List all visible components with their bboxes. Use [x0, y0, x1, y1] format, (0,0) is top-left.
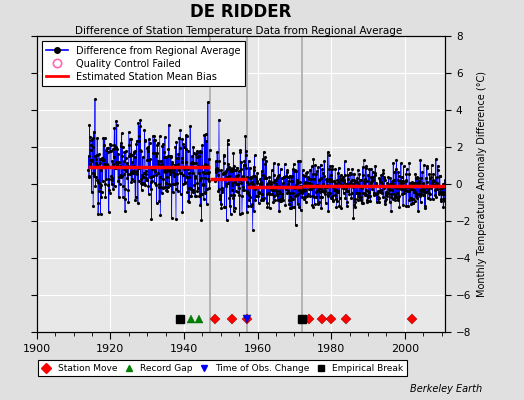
Title: DE RIDDER: DE RIDDER	[190, 2, 292, 20]
Y-axis label: Monthly Temperature Anomaly Difference (°C): Monthly Temperature Anomaly Difference (…	[477, 71, 487, 297]
Text: Berkeley Earth: Berkeley Earth	[410, 384, 482, 394]
Text: Difference of Station Temperature Data from Regional Average: Difference of Station Temperature Data f…	[75, 26, 402, 36]
Legend: Station Move, Record Gap, Time of Obs. Change, Empirical Break: Station Move, Record Gap, Time of Obs. C…	[38, 360, 407, 376]
